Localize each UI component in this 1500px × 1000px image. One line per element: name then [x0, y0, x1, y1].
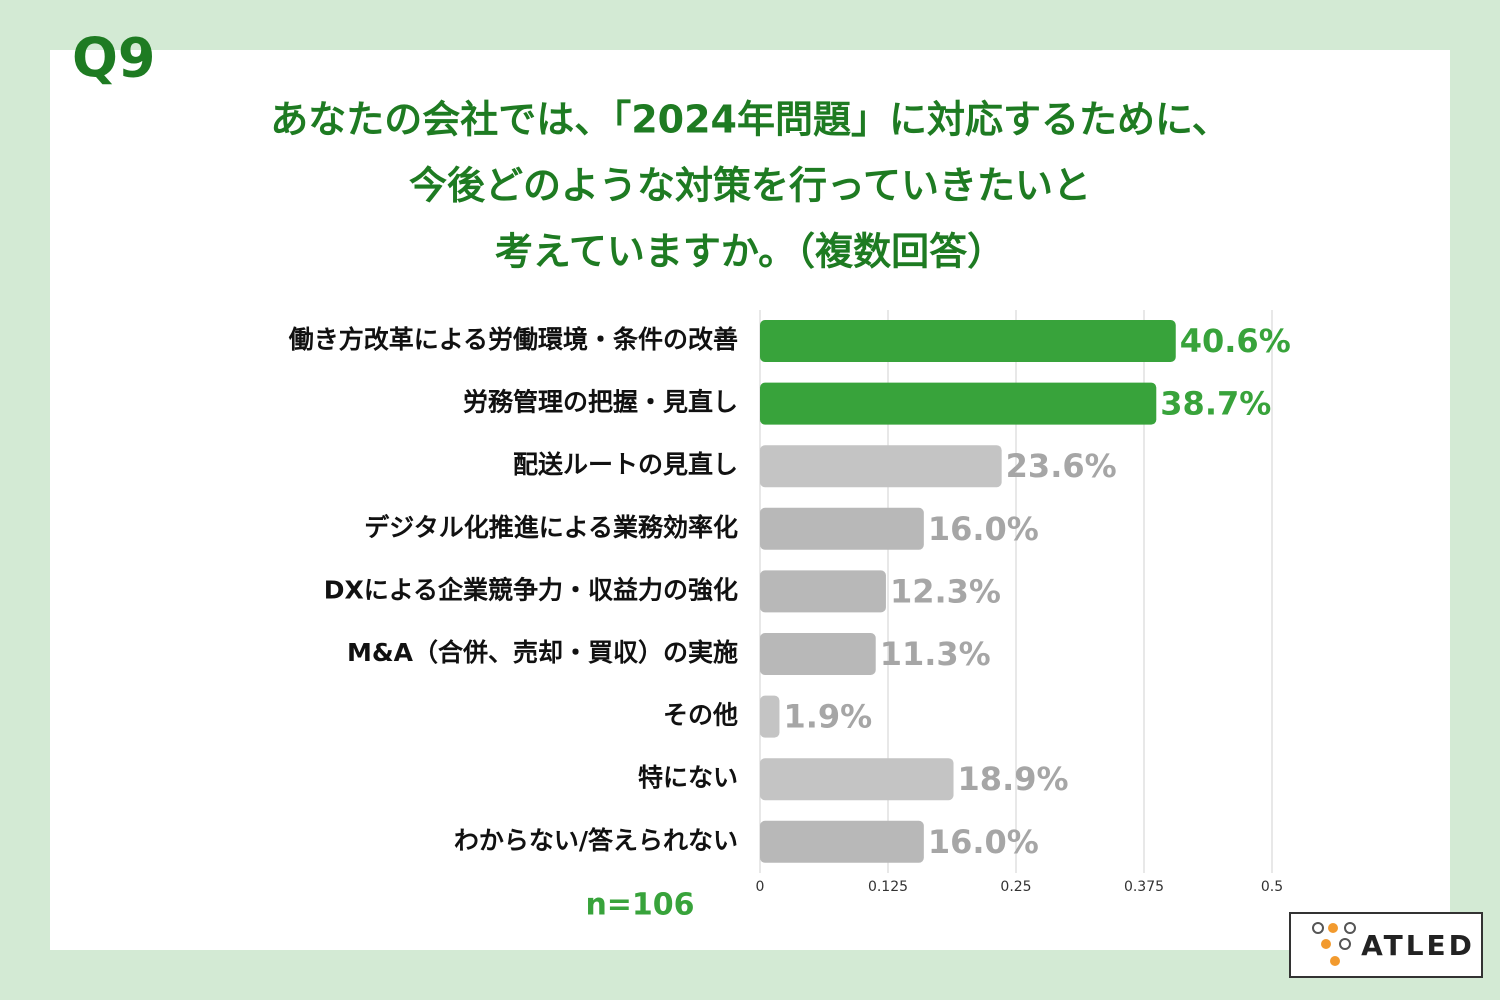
bar: [760, 445, 1002, 488]
category-label: その他: [663, 701, 738, 730]
logo-dot: [1344, 922, 1356, 934]
bar: [760, 758, 954, 801]
value-label: 18.9%: [958, 760, 1069, 798]
category-label: 働き方改革による労働環境・条件の改善: [288, 325, 738, 354]
panel: [50, 50, 1450, 950]
sample-note: n=106: [585, 888, 694, 923]
logo-dot: [1312, 922, 1324, 934]
value-label: 16.0%: [928, 823, 1039, 861]
logo: ATLED: [1289, 912, 1483, 978]
bar: [760, 633, 876, 675]
value-label: 11.3%: [880, 635, 991, 673]
x-tick-label: 0.5: [1261, 879, 1283, 895]
logo-dot: [1330, 956, 1340, 966]
value-label: 12.3%: [890, 572, 1001, 610]
logo-text: ATLED: [1361, 929, 1475, 962]
value-label: 38.7%: [1160, 385, 1271, 423]
bar: [760, 820, 924, 863]
value-label: 40.6%: [1180, 322, 1291, 360]
x-tick-label: 0.25: [1000, 879, 1031, 895]
logo-dot: [1328, 923, 1338, 933]
title-line: 今後どのような対策を行っていきたいと: [409, 164, 1091, 208]
question-label: Q9: [72, 27, 155, 90]
bar: [760, 507, 924, 550]
title-line: 考えていますか。（複数回答）: [495, 230, 1005, 274]
category-label: デジタル化推進による業務効率化: [364, 513, 738, 542]
bar: [760, 695, 780, 738]
category-label: M&A（合併、売却・買収）の実施: [347, 638, 738, 667]
x-tick-label: 0.375: [1124, 879, 1164, 895]
value-label: 16.0%: [928, 510, 1039, 548]
value-label: 23.6%: [1006, 447, 1117, 485]
x-tick-label: 0.125: [868, 879, 908, 895]
category-label: 特にない: [638, 763, 738, 792]
x-tick-label: 0: [756, 879, 765, 895]
category-label: DXによる企業競争力・収益力の強化: [324, 575, 738, 604]
bar: [760, 320, 1176, 362]
title-line: あなたの会社では、「2024年問題」に対応するために、: [270, 98, 1230, 142]
bar: [760, 570, 886, 613]
category-label: 配送ルートの見直し: [513, 450, 738, 479]
logo-dot: [1339, 938, 1351, 950]
bar: [760, 382, 1157, 425]
category-label: 労務管理の把握・見直し: [463, 388, 738, 417]
category-label: わからない/答えられない: [454, 826, 738, 855]
logo-dot: [1321, 939, 1331, 949]
value-label: 1.9%: [783, 698, 872, 736]
